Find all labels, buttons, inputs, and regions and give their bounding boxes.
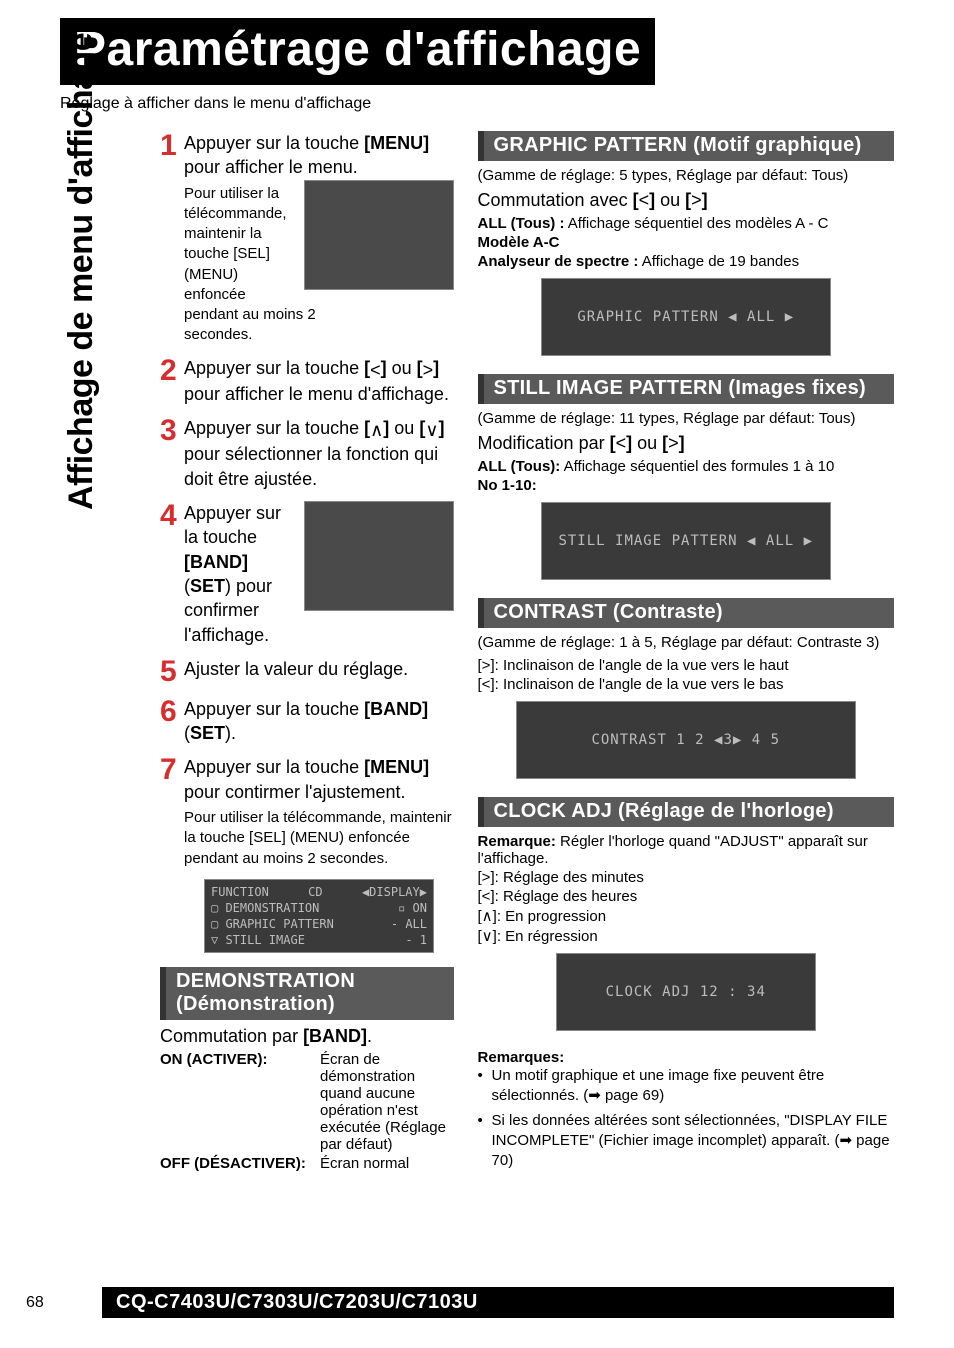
table-row: Modèle A-C [478,234,894,251]
ct-line: [<]: Inclinaison de l'angle de la vue ve… [478,676,894,693]
gp-switch-line: Commutation avec [<] ou [>] [478,190,894,211]
func-header-left: FUNCTION [211,885,269,899]
step-body: Appuyer sur la touche [MENU] pour contir… [184,755,454,868]
func-header-mid: CD [308,885,322,899]
step-number: 6 [160,697,184,746]
contrast-screenshot: CONTRAST 1 2 ◀3▶ 4 5 [516,701,856,779]
demo-key: ON (ACTIVER): [160,1051,320,1153]
si-range: (Gamme de réglage: 11 types, Réglage par… [478,410,894,427]
car-stereo-photo [304,501,454,611]
step-4: 4 Appuyer sur la touche [BAND] (SET) pou… [160,501,454,647]
step-sub: Pour utiliser la télécommande, maintenir… [184,808,454,869]
step-number: 4 [160,501,184,647]
step-body: Appuyer sur la touche [BAND] (SET) pour … [184,501,454,647]
func-row-name: STILL IMAGE [225,933,304,947]
step-6: 6 Appuyer sur la touche [BAND] (SET). [160,697,454,746]
step-body: Appuyer sur la touche [<] ou [>] pour af… [184,356,454,407]
model-bar: CQ-C7403U/C7303U/C7203U/C7103U [102,1287,894,1318]
demo-switch-line: Commutation par [BAND]. [160,1026,454,1047]
table-row: ON (ACTIVER): Écran de démonstration qua… [160,1051,454,1153]
step-1: 1 Appuyer sur la touche [MENU] pour affi… [160,131,454,346]
step-number: 7 [160,755,184,868]
demo-val: Écran normal [320,1155,454,1172]
gp-range: (Gamme de réglage: 5 types, Réglage par … [478,167,894,184]
step-7: 7 Appuyer sur la touche [MENU] pour cont… [160,755,454,868]
page-number: 68 [26,1294,44,1312]
right-column: GRAPHIC PATTERN (Motif graphique) (Gamme… [478,131,894,1175]
remarks-heading: Remarques: [478,1049,894,1066]
list-item: Un motif graphique et une image fixe peu… [478,1066,894,1107]
still-image-screenshot: STILL IMAGE PATTERN ◀ ALL ▶ [541,502,831,580]
step-body: Appuyer sur la touche [∧] ou [∨] pour sé… [184,416,454,491]
ct-range: (Gamme de réglage: 1 à 5, Réglage par dé… [478,634,894,651]
function-panel-screenshot: FUNCTIONCD◀DISPLAY▶ ▢ DEMONSTRATION▫ ON … [204,879,434,953]
page-title: Paramétrage d'affichage [60,18,655,85]
list-item: Si les données altérées sont sélectionné… [478,1111,894,1172]
func-row-val: 1 [420,933,427,947]
table-row: OFF (DÉSACTIVER): Écran normal [160,1155,454,1172]
section-heading-contrast: CONTRAST (Contraste) [478,598,894,628]
table-row: ALL (Tous) : Affichage séquentiel des mo… [478,215,894,232]
step-number: 5 [160,657,184,687]
clock-line: [<]: Réglage des heures [478,888,894,905]
step-body: Appuyer sur la touche [MENU] pour affich… [184,131,454,346]
step-number: 3 [160,416,184,491]
func-header-right: ◀DISPLAY▶ [362,885,427,899]
section-heading-still-image: STILL IMAGE PATTERN (Images fixes) [478,374,894,404]
table-row: Analyseur de spectre : Affichage de 19 b… [478,253,894,270]
section-heading-demonstration: DEMONSTRATION (Démonstration) [160,967,454,1020]
step-text: Appuyer sur la touche [MENU] pour affich… [184,131,454,180]
car-stereo-photo [304,180,454,290]
func-row-val: ALL [405,917,427,931]
clock-line: [∨]: En régression [478,927,894,945]
clock-line: [>]: Réglage des minutes [478,869,894,886]
left-column: 1 Appuyer sur la touche [MENU] pour affi… [60,131,478,1175]
func-row-name: DEMONSTRATION [225,901,319,915]
step-3: 3 Appuyer sur la touche [∧] ou [∨] pour … [160,416,454,491]
step-body: Ajuster la valeur du réglage. [184,657,454,687]
side-tab: Affichage de menu d'affichage [62,33,101,510]
section-heading-clock-adj: CLOCK ADJ (Réglage de l'horloge) [478,797,894,827]
remarks-block: Remarques: Un motif graphique et une ima… [478,1049,894,1171]
clock-line: [∧]: En progression [478,907,894,925]
page: Paramétrage d'affichage Réglage à affich… [0,0,954,1348]
section-heading-graphic-pattern: GRAPHIC PATTERN (Motif graphique) [478,131,894,161]
table-row: No 1-10: [478,477,894,494]
step-number: 2 [160,356,184,407]
step-2: 2 Appuyer sur la touche [<] ou [>] pour … [160,356,454,407]
ct-line: [>]: Inclinaison de l'angle de la vue ve… [478,657,894,674]
columns: 1 Appuyer sur la touche [MENU] pour affi… [60,131,894,1175]
demo-val: Écran de démonstration quand aucune opér… [320,1051,454,1153]
clock-note: Remarque: Régler l'horloge quand "ADJUST… [478,833,894,867]
page-subtitle: Réglage à afficher dans le menu d'affich… [60,95,894,113]
si-switch-line: Modification par [<] ou [>] [478,433,894,454]
graphic-pattern-screenshot: GRAPHIC PATTERN ◀ ALL ▶ [541,278,831,356]
step-number: 1 [160,131,184,346]
func-row-name: GRAPHIC PATTERN [225,917,333,931]
step-5: 5 Ajuster la valeur du réglage. [160,657,454,687]
demo-table: ON (ACTIVER): Écran de démonstration qua… [160,1051,454,1172]
table-row: ALL (Tous): Affichage séquentiel des for… [478,458,894,475]
step-body: Appuyer sur la touche [BAND] (SET). [184,697,454,746]
demo-key: OFF (DÉSACTIVER): [160,1155,320,1172]
clock-adj-screenshot: CLOCK ADJ 12 : 34 [556,953,816,1031]
func-row-val: ON [413,901,427,915]
